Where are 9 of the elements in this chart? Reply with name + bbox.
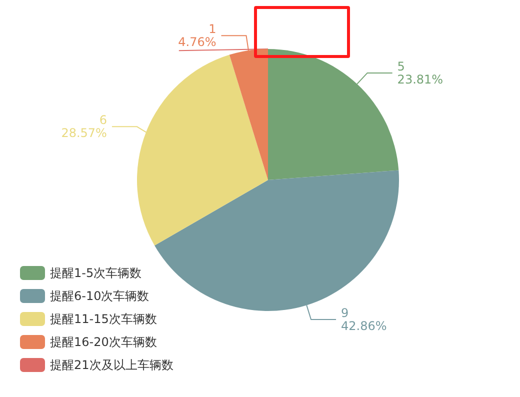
legend-label: 提醒1-5次车辆数 (50, 266, 142, 280)
data-label: 6 28.57% (61, 113, 107, 140)
legend-label: 提醒21次及以上车辆数 (50, 358, 174, 372)
data-label: 1 4.76% (178, 22, 216, 50)
legend-label: 提醒16-20次车辆数 (50, 335, 157, 349)
legend-label: 提醒6-10次车辆数 (50, 289, 150, 303)
data-label: 9 42.86% (341, 306, 387, 334)
data-label: 5 23.81% (397, 59, 444, 86)
legend-label: 提醒11-15次车辆数 (50, 312, 157, 326)
